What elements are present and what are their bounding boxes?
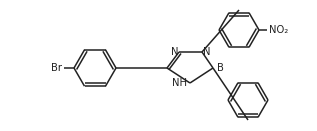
Text: N: N	[203, 47, 210, 57]
Text: Br: Br	[51, 63, 62, 73]
Text: N: N	[171, 47, 178, 57]
Text: NH: NH	[172, 78, 187, 88]
Text: NO₂: NO₂	[269, 25, 288, 35]
Text: B: B	[217, 63, 224, 73]
